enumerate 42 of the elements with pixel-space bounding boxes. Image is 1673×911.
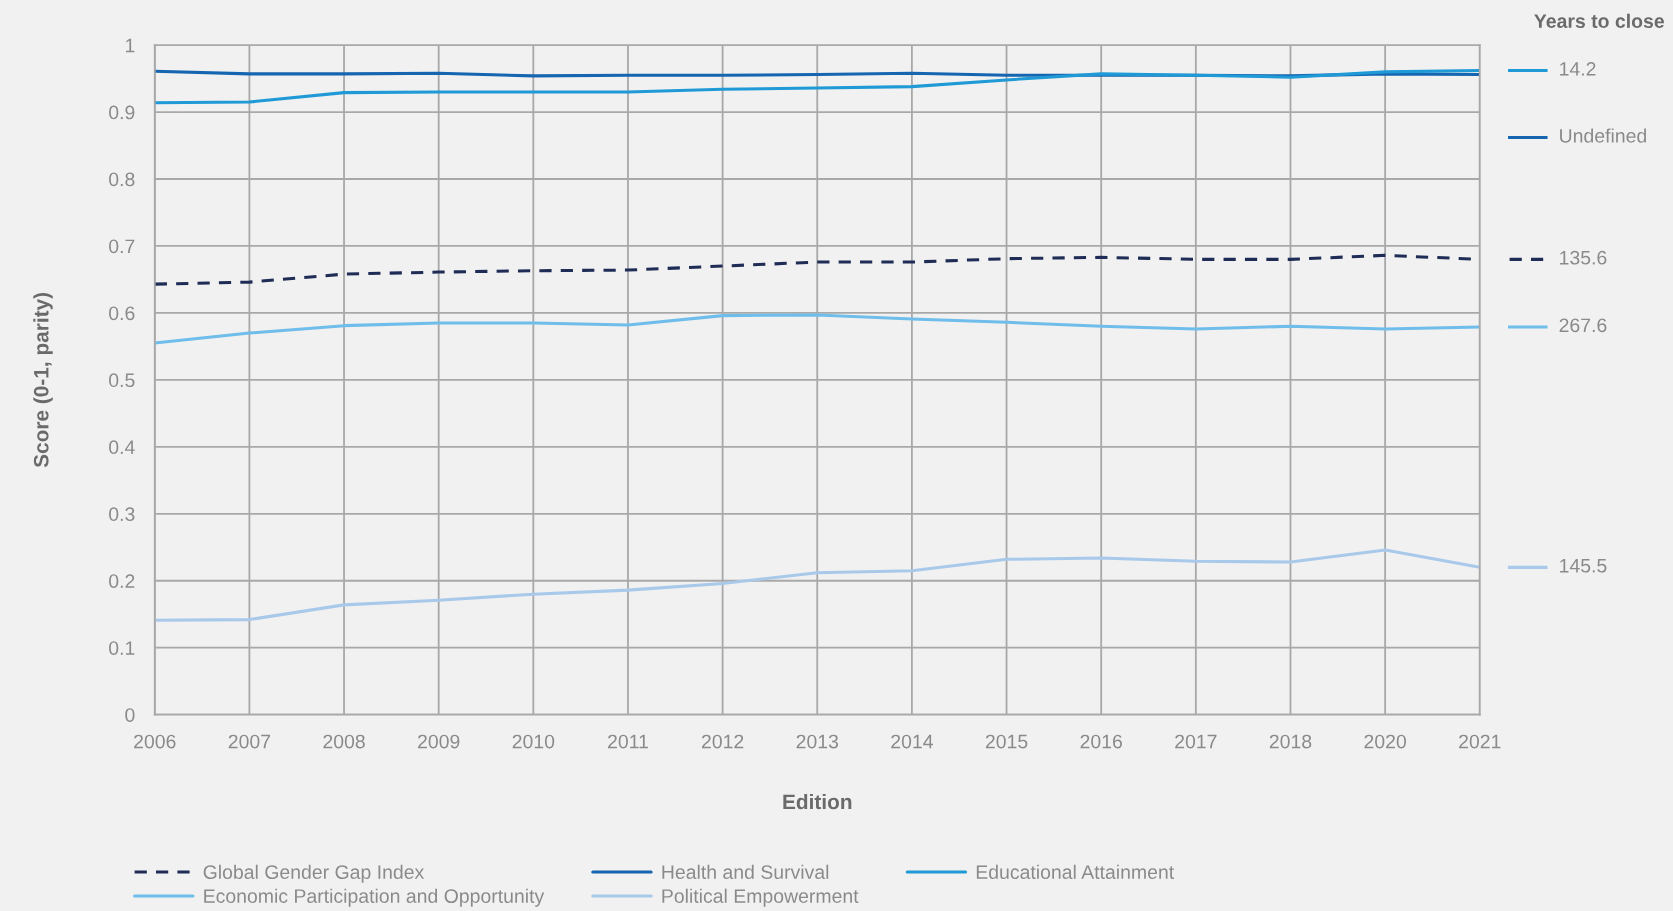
text: Undefined: [1560, 128, 1646, 143]
x-tick-label: 2016: [1080, 734, 1122, 749]
legend-label: Health and Survival: [662, 864, 829, 880]
x-tick-label: 2021: [1459, 734, 1501, 749]
legend-label: Educational Attainment: [976, 864, 1175, 880]
x-tick-label: 2018: [1269, 734, 1312, 749]
text: Years to close: [1534, 13, 1664, 28]
y-tick-label: 0.3: [109, 507, 135, 522]
x-tick-label: 2014: [891, 734, 933, 749]
line-series: [154, 548, 1480, 622]
legend-label: Economic Participation and Opportunity: [204, 888, 545, 907]
x-tick-label: 2011: [608, 734, 648, 749]
y-tick-label: 0.7: [109, 239, 135, 254]
y-axis-title: Score (0-1, parity): [33, 292, 53, 468]
line-series: [154, 69, 1480, 105]
legend-label: Global Gender Gap Index: [203, 864, 425, 883]
text: 145.5: [1560, 559, 1607, 573]
x-tick-label: 2015: [985, 734, 1028, 749]
x-tick-label: 2020: [1364, 734, 1406, 749]
y-tick-label: 0.2: [109, 574, 135, 588]
y-tick-label: 0.1: [109, 641, 135, 655]
x-tick-label: 2017: [1175, 734, 1217, 749]
line-series: [154, 313, 1480, 345]
x-tick-label: 2008: [323, 734, 365, 749]
x-tick-label: 2006: [134, 734, 176, 749]
x-tick-label: 2007: [228, 734, 271, 749]
y-tick-label: 0.8: [109, 172, 135, 187]
legend-label: Political Empowerment: [662, 888, 859, 907]
text: 14.2: [1560, 61, 1596, 76]
x-tick-label: 2009: [418, 734, 460, 749]
y-tick-label: 0.9: [109, 105, 135, 120]
x-tick-label: 2013: [796, 734, 839, 749]
y-tick-label: 0.5: [109, 373, 135, 388]
x-axis-title: Edition: [783, 793, 852, 810]
y-tick-label: 0: [125, 708, 135, 722]
x-tick-label: 2012: [701, 734, 744, 749]
y-tick-label: 0.6: [109, 306, 135, 321]
text: 135.6: [1560, 250, 1607, 265]
x-tick-label: 2010: [512, 734, 555, 749]
text: 267.6: [1559, 318, 1607, 333]
y-tick-label: 1: [125, 38, 135, 53]
y-tick-label: 0.4: [109, 440, 135, 455]
